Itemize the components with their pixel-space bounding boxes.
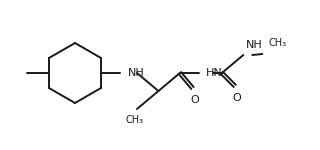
Text: NH: NH [128, 68, 145, 78]
Text: HN: HN [206, 68, 223, 78]
Text: O: O [190, 95, 199, 105]
Text: CH₃: CH₃ [126, 115, 144, 125]
Text: NH: NH [246, 40, 263, 50]
Text: O: O [232, 93, 241, 103]
Text: CH₃: CH₃ [268, 38, 286, 48]
